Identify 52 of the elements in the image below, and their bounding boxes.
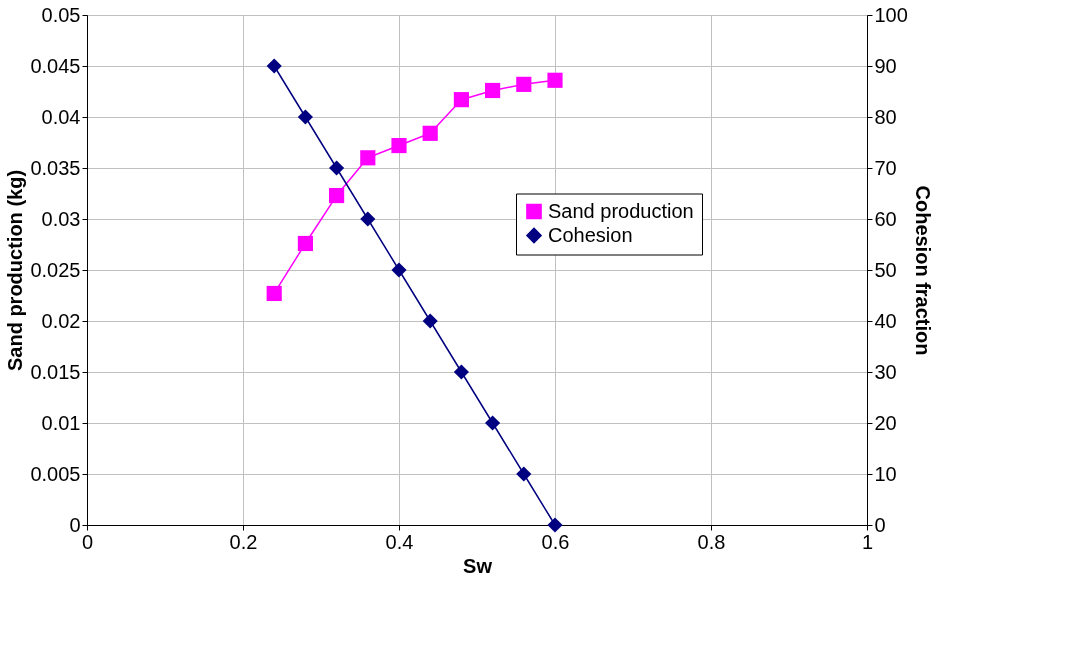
point (360, 150, 376, 166)
y2-tick-label: 50 (874, 258, 897, 281)
point (422, 125, 438, 141)
point (329, 187, 345, 204)
x-tick-label: 0.8 (697, 530, 726, 553)
x-tick-label: 0.4 (385, 530, 414, 553)
point (297, 235, 313, 252)
y-tick-label: 0.005 (30, 462, 81, 485)
y2-tick-label: 60 (874, 207, 897, 230)
point (297, 109, 313, 125)
point (360, 211, 376, 227)
point (516, 466, 532, 482)
x-tick-label: 0.2 (229, 530, 258, 553)
legend-label: Cohesion (548, 223, 633, 246)
legend-label: Sand production (548, 199, 694, 222)
y-tick-label: 0.05 (41, 3, 81, 26)
y2-tick-label: 90 (874, 54, 897, 77)
y-tick-label: 0.025 (30, 258, 81, 281)
point (485, 82, 501, 99)
y2-tick-label: 30 (874, 360, 897, 383)
y-tick-label: 0.01 (41, 411, 81, 434)
y-tick-label: 0.04 (41, 105, 81, 128)
y2-axis-title: Cohesion fraction (911, 185, 934, 356)
y2-tick-label: 0 (874, 513, 886, 536)
point (516, 76, 532, 92)
point (329, 160, 345, 176)
y-tick-label: 0.035 (30, 156, 81, 179)
y2-tick-label: 100 (874, 3, 908, 26)
y2-tick-label: 20 (874, 411, 897, 434)
x-tick-label: 1 (861, 530, 874, 553)
y2-tick-label: 70 (874, 156, 897, 179)
y-tick-label: 0.02 (41, 309, 81, 332)
point (547, 517, 563, 533)
y-tick-label: 0.015 (30, 360, 81, 383)
y-tick-label: 0.045 (30, 54, 81, 77)
y2-tick-label: 40 (874, 309, 897, 332)
point (266, 58, 282, 74)
point (453, 92, 469, 108)
point (453, 364, 469, 380)
point (391, 262, 407, 278)
y-tick-label: 0 (69, 513, 81, 536)
point (422, 313, 438, 329)
y2-tick-label: 80 (874, 105, 897, 128)
point (266, 285, 282, 302)
y-axis-title: Sand production (kg) (4, 169, 27, 372)
point (485, 415, 501, 431)
y2-tick-label: 10 (874, 462, 897, 485)
point (391, 137, 407, 154)
y-tick-label: 0.03 (41, 207, 81, 230)
x-tick-label: 0.6 (541, 530, 570, 553)
x-axis-title: Sw (463, 554, 493, 577)
point (547, 72, 563, 88)
